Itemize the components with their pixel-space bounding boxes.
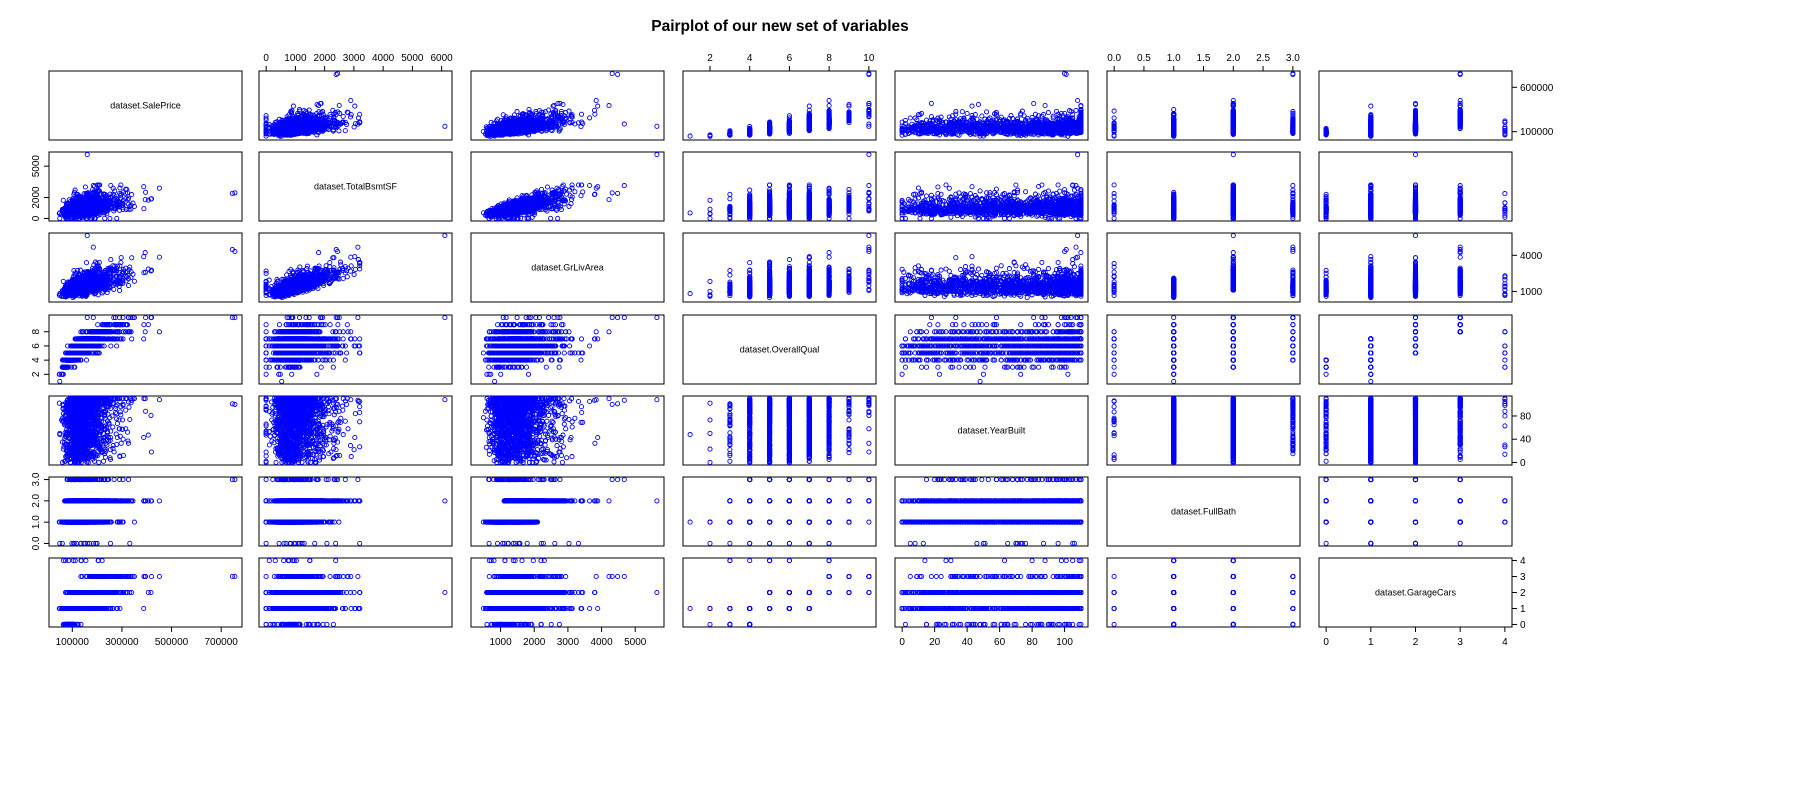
data-point bbox=[353, 104, 357, 108]
data-point bbox=[343, 129, 347, 133]
data-point bbox=[341, 114, 345, 118]
panel-r1-c2 bbox=[259, 71, 452, 140]
data-point bbox=[334, 72, 338, 76]
data-point bbox=[291, 104, 295, 108]
panel-r1-c3 bbox=[471, 71, 664, 140]
data-point bbox=[588, 116, 592, 120]
data-point bbox=[337, 129, 341, 133]
data-point bbox=[443, 124, 447, 128]
data-point bbox=[349, 98, 353, 102]
variable-label-saleprice: dataset.SalePrice bbox=[110, 101, 181, 111]
data-point bbox=[337, 103, 341, 107]
panel-r1-c1: dataset.SalePrice bbox=[49, 71, 242, 140]
